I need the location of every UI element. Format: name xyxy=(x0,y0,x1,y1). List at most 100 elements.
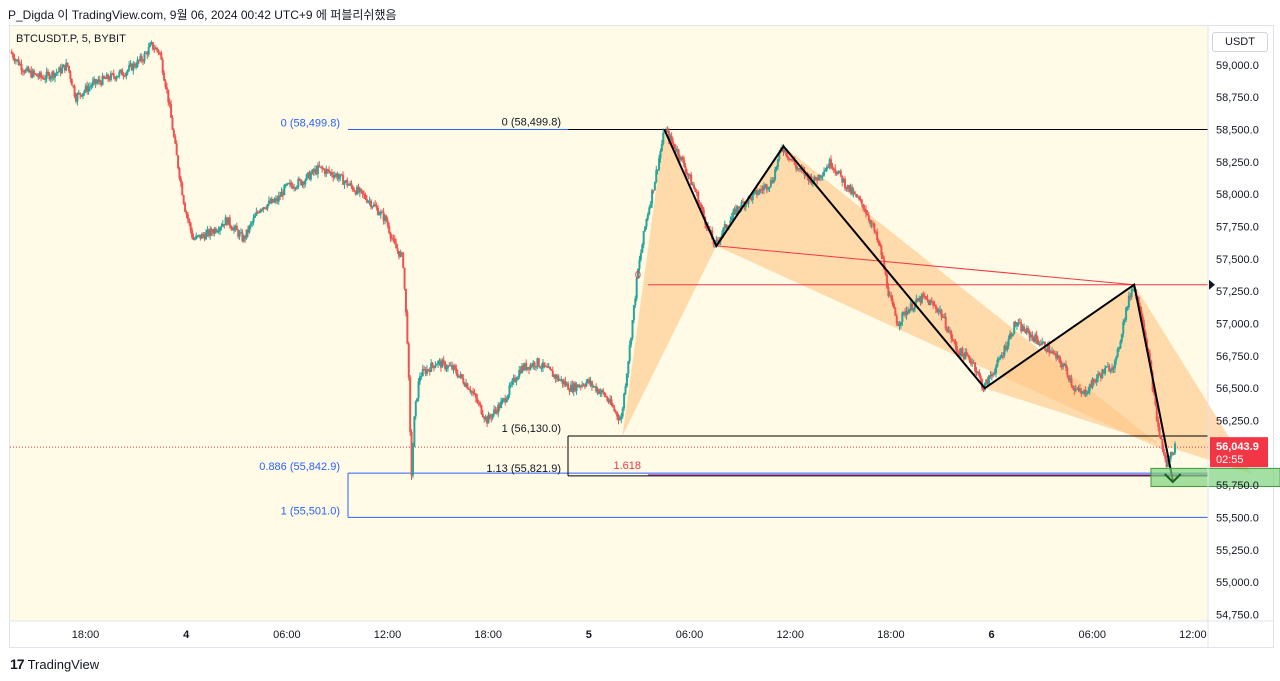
candle-body xyxy=(625,373,628,387)
candle-body xyxy=(223,223,226,226)
candle-body xyxy=(1022,326,1025,332)
candle-body xyxy=(881,254,884,259)
candle-body xyxy=(922,294,925,296)
candle-body xyxy=(923,295,926,297)
candle-body xyxy=(567,383,570,390)
candle-body xyxy=(578,385,581,388)
candle-body xyxy=(599,392,602,394)
candle-body xyxy=(585,382,588,387)
time-tick-label: 12:00 xyxy=(776,629,804,641)
candle-body xyxy=(539,366,542,368)
candle-body xyxy=(939,309,942,311)
candle-body xyxy=(537,358,540,367)
candle-body xyxy=(81,93,84,97)
candle-body xyxy=(294,187,297,189)
candle-body xyxy=(309,173,312,180)
candle-body xyxy=(266,204,269,209)
candle-body xyxy=(653,182,656,191)
candle-body xyxy=(416,398,419,402)
candle-body xyxy=(65,62,68,71)
candle-body xyxy=(228,217,231,227)
candle-body xyxy=(660,143,663,152)
candle-body xyxy=(1167,459,1170,467)
candle-body xyxy=(778,151,781,160)
candle-body xyxy=(423,369,426,371)
candle-body xyxy=(128,65,131,71)
candle-body xyxy=(1137,296,1140,306)
candle-body xyxy=(641,244,644,253)
candle-body xyxy=(235,225,238,231)
candle-body xyxy=(84,85,87,92)
candle-body xyxy=(1053,352,1056,354)
candle-body xyxy=(364,194,367,199)
candle-body xyxy=(459,374,462,376)
candle-body xyxy=(890,295,893,299)
candle-body xyxy=(574,383,577,391)
candle-body xyxy=(532,362,535,367)
chart-frame xyxy=(9,25,1274,648)
candle-body xyxy=(279,195,282,197)
candle-body xyxy=(558,379,561,381)
candle-body xyxy=(883,258,886,270)
candle-body xyxy=(571,384,574,392)
currency-selector[interactable]: USDT xyxy=(1212,32,1268,52)
candle-body xyxy=(880,245,883,255)
candle-body xyxy=(118,71,121,76)
candle-body xyxy=(367,201,370,203)
candle-body xyxy=(760,189,763,191)
candle-body xyxy=(61,67,64,74)
candle-body xyxy=(790,158,793,161)
candle-body xyxy=(1143,323,1146,333)
candle-body xyxy=(318,165,321,167)
candle-body xyxy=(242,236,245,242)
candle-body xyxy=(1116,348,1119,357)
candle-body xyxy=(143,53,146,62)
candle-body xyxy=(788,157,791,160)
candle-body xyxy=(837,172,840,175)
harmonic-fill-2 xyxy=(984,284,1252,474)
candle-body xyxy=(1115,356,1118,361)
candle-body xyxy=(224,217,227,226)
candle-body xyxy=(995,366,998,374)
candle-body xyxy=(905,310,908,316)
candle-body xyxy=(288,182,291,184)
price-tick-label: 58,500.0 xyxy=(1216,124,1259,136)
candle-body xyxy=(550,369,553,371)
footer[interactable]: 17 TradingView xyxy=(10,656,99,672)
candle-body xyxy=(557,375,560,381)
candle-body xyxy=(414,401,417,417)
candle-body xyxy=(797,168,800,170)
candle-body xyxy=(1095,377,1098,383)
candle-body xyxy=(960,348,963,356)
candle-body xyxy=(121,69,124,76)
candle-body xyxy=(785,149,788,156)
candle-body xyxy=(133,63,136,67)
price-tick-label: 59,000.0 xyxy=(1216,60,1259,72)
candle-body xyxy=(1014,322,1017,326)
candle-body xyxy=(741,201,744,203)
candle-body xyxy=(686,172,689,174)
candle-body xyxy=(936,309,939,312)
candle-body xyxy=(793,160,796,165)
candle-body xyxy=(196,235,199,237)
time-axis: 18:00 4 06:00 12:00 18:00 5 06:00 12:00 18:00 6 06… xyxy=(10,620,1274,641)
candle-body xyxy=(920,294,923,303)
candle-body xyxy=(286,183,289,185)
candle-body xyxy=(221,223,224,227)
candle-body xyxy=(111,73,114,75)
candle-body xyxy=(1098,373,1101,375)
candle-body xyxy=(186,214,189,220)
candle-body xyxy=(210,229,213,233)
candle-body xyxy=(1046,344,1049,352)
candle-body xyxy=(617,416,620,421)
candle-body xyxy=(467,388,470,390)
candle-body xyxy=(185,211,188,215)
candle-body xyxy=(621,408,624,417)
candle-body xyxy=(94,79,97,84)
candle-body xyxy=(346,180,349,186)
candle-body xyxy=(483,417,486,420)
candle-body xyxy=(372,204,375,207)
candle-body xyxy=(410,431,413,476)
candle-body xyxy=(389,232,392,239)
